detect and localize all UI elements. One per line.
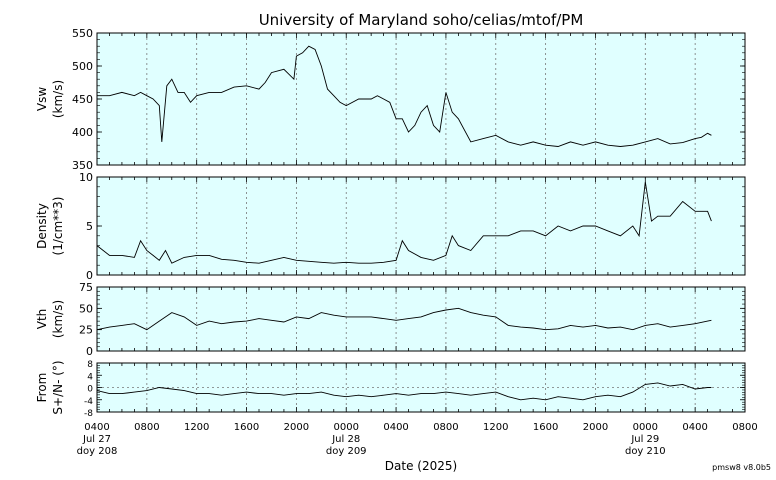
x-tick-label: 0800 (732, 422, 757, 433)
y-tick-label: 0 (87, 385, 93, 395)
x-tick-label: 0000 (334, 422, 359, 433)
y-tick-label: 5 (86, 220, 93, 233)
y-tick-label: 500 (72, 60, 93, 73)
series-line-vsw (97, 45, 712, 147)
y-axis-label: Vth (35, 309, 49, 330)
x-tick-label: 2000 (583, 422, 608, 433)
x-axis-label: Date (2025) (385, 459, 457, 473)
y-tick-label: 550 (72, 27, 93, 40)
panel-vth-frame (96, 286, 746, 352)
panel-density: 0 5 10 Density (1/cm**3) (35, 171, 746, 282)
y-tick-label: 450 (72, 93, 93, 106)
panel-density-background (97, 177, 745, 275)
x-day-doy-label: doy 209 (326, 446, 367, 457)
x-day-doy-label: doy 208 (77, 446, 118, 457)
y-axis-unit: (km/s) (51, 300, 65, 338)
y-axis-label: From (35, 373, 49, 403)
y-tick-label: 0 (86, 345, 93, 358)
y-tick-label: 25 (79, 324, 93, 337)
y-tick-label: 8 (87, 360, 93, 370)
x-day-doy-label: doy 210 (625, 446, 666, 457)
x-tick-label: 0800 (134, 422, 159, 433)
series-line-vth (96, 307, 712, 331)
x-tick-label: 0000 (633, 422, 658, 433)
y-tick-label: -8 (84, 409, 93, 419)
x-day-date-label: Jul 28 (331, 434, 360, 445)
x-tick-label: 1200 (184, 422, 209, 433)
x-tick-label: 0400 (682, 422, 707, 433)
y-tick-label: -4 (84, 397, 93, 407)
x-tick-label: 1200 (483, 422, 508, 433)
y-axis-label: Vsw (35, 87, 49, 111)
chart-title: University of Maryland soho/celias/mtof/… (259, 11, 584, 29)
x-tick-label: 2000 (284, 422, 309, 433)
panel-from-frame (96, 362, 746, 413)
x-tick-label: 0400 (84, 422, 109, 433)
panel-vth-background (97, 287, 745, 351)
panel-density-frame (96, 176, 746, 276)
x-tick-label: 1600 (533, 422, 558, 433)
y-tick-label: 400 (72, 126, 93, 139)
y-axis-label: Density (35, 203, 49, 249)
series-line-from (96, 382, 712, 401)
x-axis: 0400 0800 1200 1600 2000 0000 0400 0800 1200 1600… (77, 422, 758, 457)
x-day-date-label: Jul 29 (630, 434, 659, 445)
y-axis-unit: S+/N- (°) (51, 360, 65, 414)
x-day-date-label: Jul 27 (82, 434, 111, 445)
series-line-density (96, 181, 712, 264)
y-axis-unit: (km/s) (51, 80, 65, 118)
x-tick-label: 0400 (383, 422, 408, 433)
footer-label: pmsw8 v8.0b5 (712, 463, 771, 472)
y-tick-label: 4 (87, 372, 93, 382)
x-tick-label: 1600 (234, 422, 259, 433)
y-tick-label: 10 (79, 171, 93, 184)
x-tick-label: 0800 (433, 422, 458, 433)
panel-from: -8 -4 0 4 8 From S+/N- (°) (35, 360, 746, 419)
y-axis-unit: (1/cm**3) (51, 197, 65, 256)
y-tick-label: 75 (79, 281, 93, 294)
panel-vsw: 350 400 450 500 550 Vsw (km/s) (35, 27, 746, 172)
y-tick-label: 50 (79, 302, 93, 315)
y-tick-label: 350 (72, 159, 93, 172)
panel-vsw-frame (96, 32, 746, 166)
panel-vsw-background (97, 33, 745, 165)
panel-vth: 0 25 50 75 Vth (km/s) (35, 281, 746, 358)
y-tick-label: 0 (86, 269, 93, 282)
